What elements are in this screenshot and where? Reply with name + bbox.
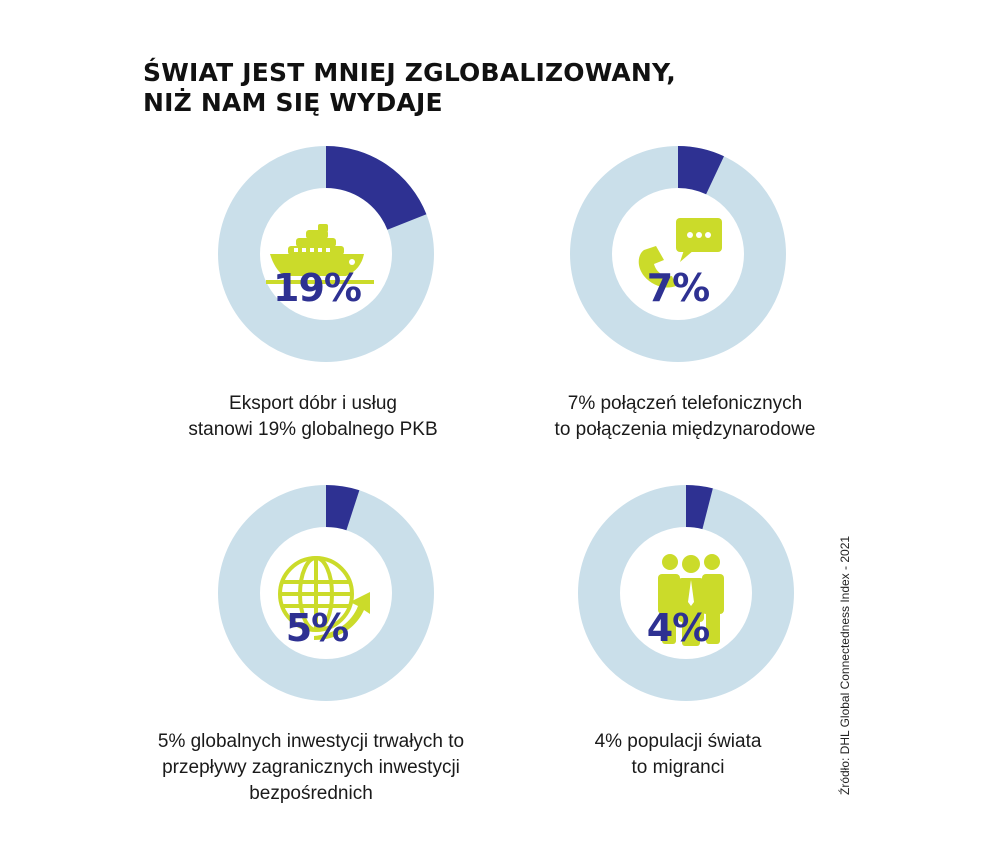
title-line-1: ŚWIAT JEST MNIEJ ZGLOBALIZOWANY, [143, 58, 676, 87]
donut-chart-investments [218, 485, 434, 701]
people-icon [658, 554, 724, 646]
percent-label: 5% [285, 606, 350, 650]
donut-chart-exports [218, 146, 434, 362]
donut-chart-phone-calls [570, 146, 786, 362]
caption-line: 4% populacji świata [594, 731, 762, 752]
donut-share-slice [686, 485, 713, 530]
source-note: Źródło: DHL Global Connectedness Index -… [838, 535, 852, 795]
caption-line: bezpośrednich [249, 783, 373, 804]
caption-line: stanowi 19% globalnego PKB [188, 419, 438, 440]
percent-label: 19% [273, 266, 362, 310]
caption-line: 5% globalnych inwestycji trwałych to [157, 731, 465, 752]
page-title: ŚWIAT JEST MNIEJ ZGLOBALIZOWANY, NIŻ NAM… [143, 58, 676, 118]
title-line-2: NIŻ NAM SIĘ WYDAJE [143, 88, 443, 117]
phone-chat-icon [638, 218, 722, 288]
caption-line: przepływy zagranicznych inwestycji [162, 757, 460, 778]
caption-line: 7% połączeń telefonicznych [567, 393, 803, 414]
caption-line: to połączenia międzynarodowe [554, 419, 816, 440]
chart-caption: 7% połączeń telefonicznych to połączenia… [505, 391, 865, 443]
donut-chart-migrants [578, 485, 794, 701]
chart-caption: Eksport dóbr i usług stanowi 19% globaln… [133, 391, 493, 443]
chart-caption: 5% globalnych inwestycji trwałych to prz… [131, 729, 491, 807]
ship-icon [266, 224, 374, 284]
percent-label: 4% [646, 606, 711, 650]
globe-arrow-icon [278, 556, 370, 640]
donut-share-slice [678, 146, 724, 195]
caption-line: Eksport dóbr i usług [229, 393, 397, 414]
donut-share-slice [326, 146, 427, 230]
donut-share-slice [326, 485, 360, 531]
percent-label: 7% [646, 266, 711, 310]
chart-caption: 4% populacji świata to migranci [498, 729, 858, 781]
caption-line: to migranci [631, 757, 725, 778]
